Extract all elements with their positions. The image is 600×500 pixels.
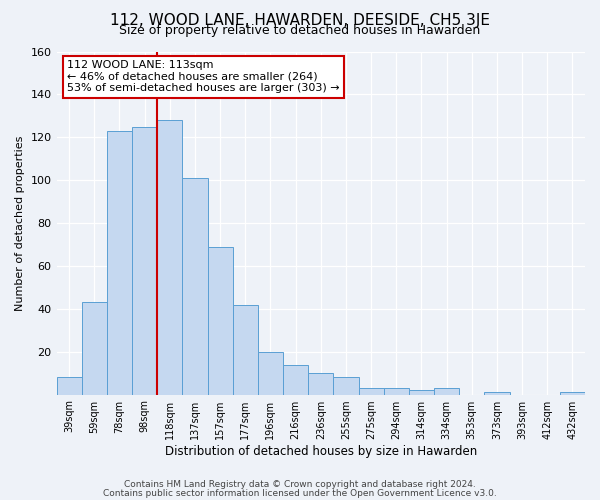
Text: Contains public sector information licensed under the Open Government Licence v3: Contains public sector information licen… [103, 488, 497, 498]
Bar [157, 120, 182, 394]
Bar [308, 373, 334, 394]
Bar [560, 392, 585, 394]
Text: Size of property relative to detached houses in Hawarden: Size of property relative to detached ho… [119, 24, 481, 37]
Bar [383, 388, 409, 394]
Bar [233, 304, 258, 394]
Bar [132, 126, 157, 394]
Bar [334, 378, 359, 394]
Bar [258, 352, 283, 395]
Bar [359, 388, 383, 394]
Bar [434, 388, 459, 394]
Text: Contains HM Land Registry data © Crown copyright and database right 2024.: Contains HM Land Registry data © Crown c… [124, 480, 476, 489]
Bar [283, 364, 308, 394]
Bar [409, 390, 434, 394]
Bar [107, 131, 132, 394]
Bar [208, 246, 233, 394]
Bar [82, 302, 107, 394]
Bar [56, 378, 82, 394]
X-axis label: Distribution of detached houses by size in Hawarden: Distribution of detached houses by size … [164, 444, 477, 458]
Y-axis label: Number of detached properties: Number of detached properties [15, 136, 25, 310]
Text: 112, WOOD LANE, HAWARDEN, DEESIDE, CH5 3JE: 112, WOOD LANE, HAWARDEN, DEESIDE, CH5 3… [110, 12, 490, 28]
Bar [484, 392, 509, 394]
Text: 112 WOOD LANE: 113sqm
← 46% of detached houses are smaller (264)
53% of semi-det: 112 WOOD LANE: 113sqm ← 46% of detached … [67, 60, 340, 94]
Bar [182, 178, 208, 394]
